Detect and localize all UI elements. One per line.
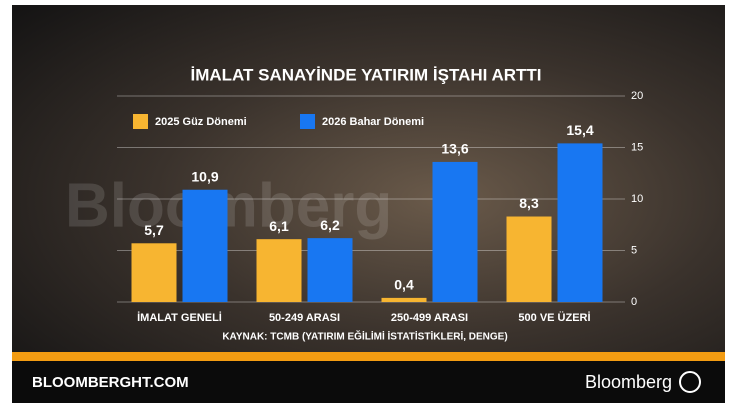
bar [308,238,353,302]
value-label: 5,7 [144,222,164,238]
legend-label: 2025 Güz Dönemi [155,116,247,128]
bar [257,239,302,302]
x-tick-label: 50-249 ARASI [269,312,340,324]
value-label: 6,2 [320,217,340,233]
x-tick-label: 500 VE ÜZERİ [518,311,590,324]
y-tick-label: 15 [631,141,643,153]
y-tick-label: 0 [631,296,637,308]
bar [433,162,478,302]
y-tick-label: 10 [631,193,643,205]
x-tick-label: İMALAT GENELİ [137,311,222,324]
bar [507,217,552,302]
screenshot: Bloomberg İMALAT SANAYİNDE YATIRIM İŞTAH… [0,0,733,403]
value-label: 13,6 [441,141,468,157]
value-label: 15,4 [566,122,593,138]
legend-swatch [300,114,315,129]
legend-label: 2026 Bahar Dönemi [322,116,424,128]
y-tick-label: 20 [631,90,643,102]
y-tick-label: 5 [631,244,637,256]
accent-strip [12,352,725,361]
value-label: 10,9 [191,168,218,184]
bar [382,298,427,302]
footer-brand: Bloomberg [585,372,672,392]
value-label: 6,1 [269,218,289,234]
bar [132,243,177,302]
value-label: 0,4 [394,277,414,293]
footer-site: BLOOMBERGHT.COM [32,374,189,391]
chart-title: İMALAT SANAYİNDE YATIRIM İŞTAHI ARTTI [190,65,541,84]
watermark: Bloomberg [65,171,392,240]
x-tick-label: 250-499 ARASI [391,312,468,324]
source: KAYNAK: TCMB (YATIRIM EĞİLİMİ İSTATİSTİK… [222,330,507,343]
legend-swatch [133,114,148,129]
bar [183,190,228,302]
value-label: 8,3 [519,195,539,211]
bar [558,143,603,302]
